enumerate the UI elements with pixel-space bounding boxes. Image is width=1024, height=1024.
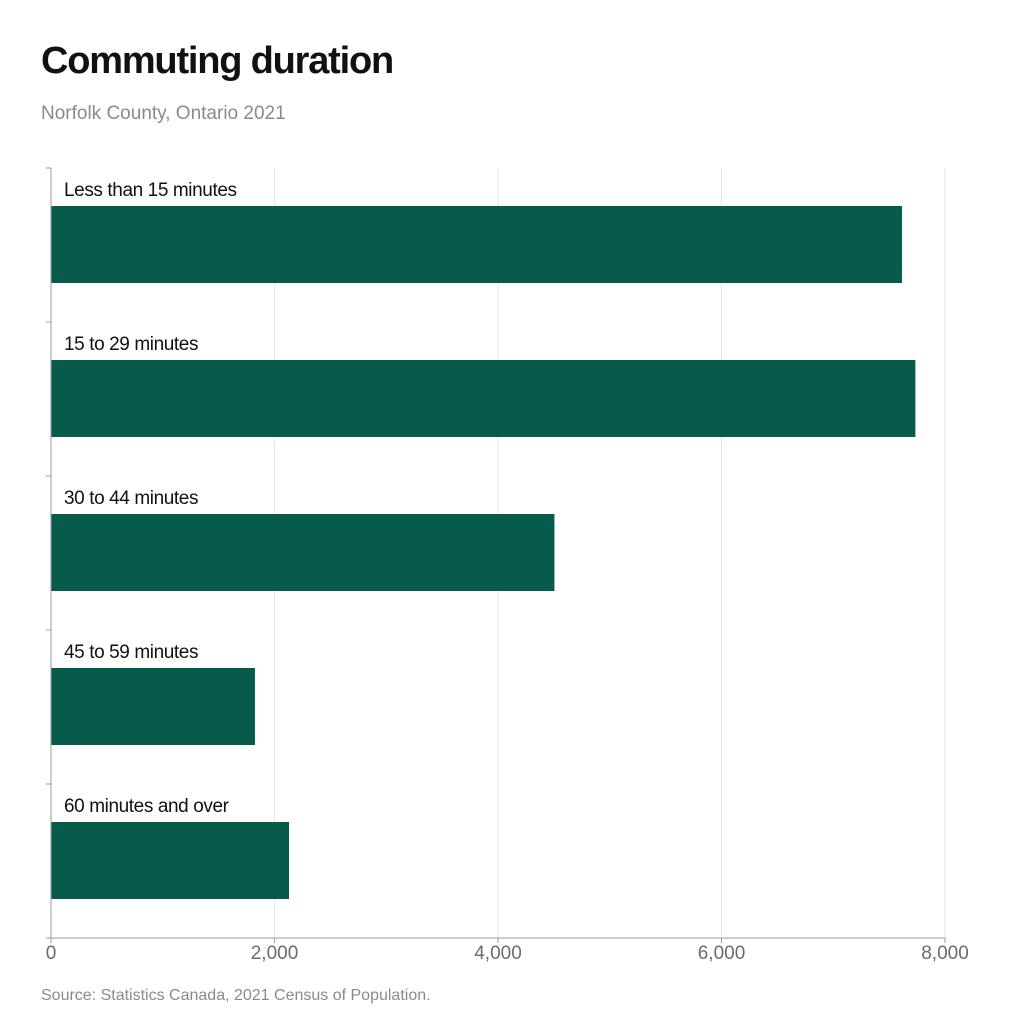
bar xyxy=(51,822,289,899)
x-tick-label: 4,000 xyxy=(474,943,522,964)
bar xyxy=(51,514,554,591)
bar xyxy=(51,668,255,745)
source-note: Source: Statistics Canada, 2021 Census o… xyxy=(41,987,431,1005)
x-tick-label: 8,000 xyxy=(921,943,969,964)
bar xyxy=(51,206,902,283)
bar-chart: Less than 15 minutes 15 to 29 minutes 30 t… xyxy=(0,0,1024,1024)
x-tick-label: 0 xyxy=(46,943,57,964)
category-label: 30 to 44 minutes xyxy=(64,488,198,509)
x-tick-label: 2,000 xyxy=(251,943,299,964)
x-tick-label: 6,000 xyxy=(698,943,746,964)
bar xyxy=(51,360,915,437)
category-label: Less than 15 minutes xyxy=(64,180,237,201)
category-label: 45 to 59 minutes xyxy=(64,642,198,663)
category-label: 15 to 29 minutes xyxy=(64,334,198,355)
category-label: 60 minutes and over xyxy=(64,796,230,817)
